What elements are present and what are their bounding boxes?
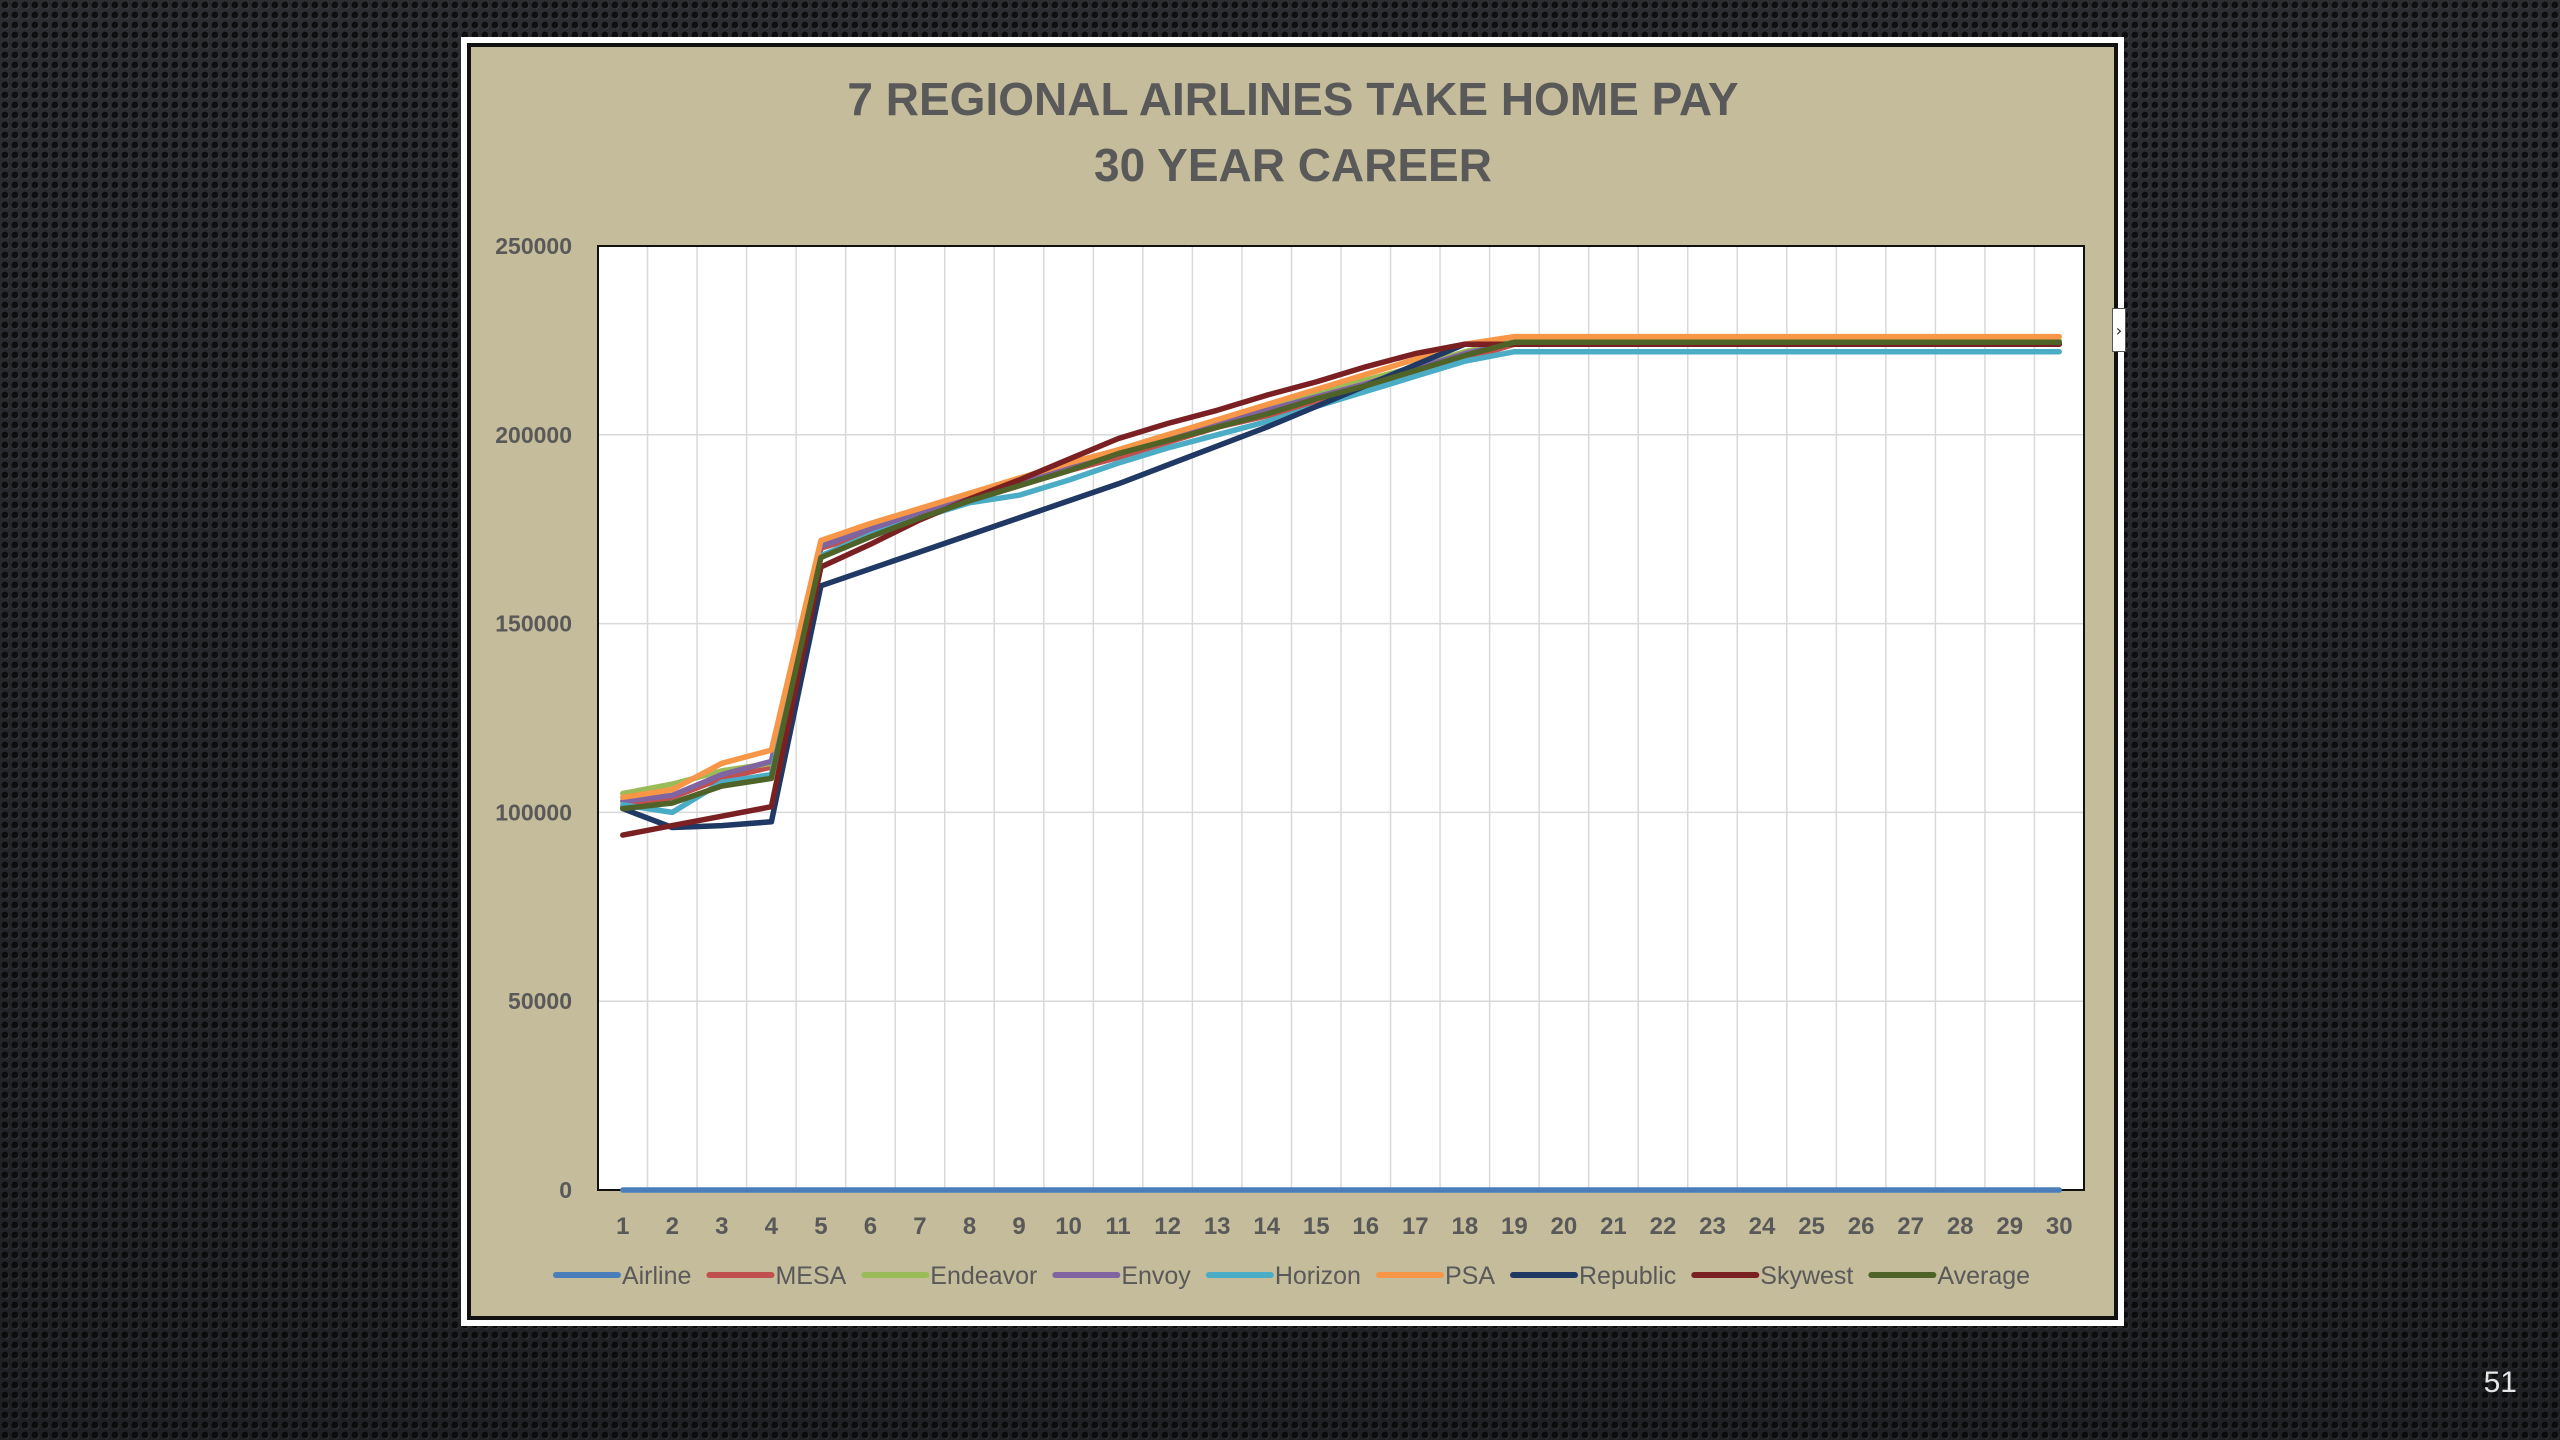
x-tick-label: 27 — [1897, 1213, 1924, 1240]
chart-area: 7 REGIONAL AIRLINES TAKE HOME PAY 30 YEA… — [467, 43, 2118, 1320]
x-tick-label: 7 — [913, 1213, 926, 1240]
x-tick-label: 16 — [1352, 1213, 1379, 1240]
y-tick-label: 100000 — [495, 799, 572, 825]
x-tick-label: 2 — [666, 1213, 679, 1240]
line-chart: 7 REGIONAL AIRLINES TAKE HOME PAY 30 YEA… — [495, 73, 2085, 1290]
y-tick-label: 50000 — [508, 988, 572, 1014]
chart-title-line-2: 30 YEAR CAREER — [1094, 139, 1492, 191]
y-tick-label: 250000 — [495, 233, 572, 259]
chart-frame: 7 REGIONAL AIRLINES TAKE HOME PAY 30 YEA… — [461, 37, 2124, 1326]
series-lines — [620, 333, 2062, 1193]
x-tick-label: 23 — [1699, 1213, 1726, 1240]
series-line-average — [620, 339, 2062, 812]
plot-area — [597, 245, 2085, 1191]
y-tick-label: 200000 — [495, 422, 572, 448]
collapse-panel-handle[interactable]: › — [2112, 308, 2126, 352]
x-tick-label: 29 — [1996, 1213, 2023, 1240]
x-tick-label: 19 — [1501, 1213, 1528, 1240]
legend-label: Envoy — [1121, 1262, 1191, 1290]
x-tick-label: 17 — [1402, 1213, 1429, 1240]
y-tick-label: 0 — [559, 1177, 572, 1203]
x-tick-label: 4 — [765, 1213, 779, 1240]
legend: Airline MESA Endeavor Envoy Horizon PSA Republ… — [552, 1262, 2030, 1290]
legend-label: Republic — [1579, 1262, 1676, 1290]
x-tick-label: 22 — [1650, 1213, 1677, 1240]
x-tick-label: 14 — [1253, 1213, 1280, 1240]
series-line-psa — [620, 333, 2062, 801]
x-tick-label: 20 — [1551, 1213, 1578, 1240]
x-tick-label: 8 — [963, 1213, 976, 1240]
x-tick-label: 25 — [1798, 1213, 1825, 1240]
x-tick-label: 13 — [1204, 1213, 1231, 1240]
x-tick-label: 28 — [1947, 1213, 1974, 1240]
chart-title-line-1: 7 REGIONAL AIRLINES TAKE HOME PAY — [847, 73, 1738, 125]
x-tick-label: 9 — [1012, 1213, 1025, 1240]
x-tick-label: 21 — [1600, 1213, 1627, 1240]
x-tick-label: 6 — [864, 1213, 877, 1240]
x-tick-label: 10 — [1055, 1213, 1082, 1240]
x-tick-label: 1 — [616, 1213, 629, 1240]
x-tick-label: 12 — [1154, 1213, 1181, 1240]
legend-label: Skywest — [1760, 1262, 1853, 1290]
x-tick-label: 3 — [715, 1213, 728, 1240]
y-tick-label: 150000 — [495, 611, 572, 637]
x-tick-label: 15 — [1303, 1213, 1330, 1240]
x-tick-label: 11 — [1105, 1213, 1130, 1240]
y-axis-ticks: 0 50000 100000 150000 200000 250000 — [495, 233, 572, 1203]
legend-label: Horizon — [1275, 1262, 1361, 1290]
legend-label: Endeavor — [930, 1262, 1037, 1290]
legend-label: PSA — [1445, 1262, 1495, 1290]
legend-label: Average — [1937, 1262, 2030, 1290]
x-axis-ticks: 1 2 3 4 5 6 7 8 9 10 11 12 13 14 15 16 17 18 19 20 21 22 23 24 2… — [616, 1213, 2072, 1240]
slide-number: 51 — [2483, 1366, 2517, 1399]
x-tick-label: 5 — [814, 1213, 827, 1240]
chevron-right-icon: › — [2115, 320, 2123, 340]
legend-label: MESA — [775, 1262, 846, 1290]
x-tick-label: 30 — [2046, 1213, 2073, 1240]
x-tick-label: 26 — [1848, 1213, 1875, 1240]
x-tick-label: 24 — [1749, 1213, 1776, 1240]
legend-label: Airline — [622, 1262, 691, 1290]
x-tick-label: 18 — [1451, 1213, 1478, 1240]
